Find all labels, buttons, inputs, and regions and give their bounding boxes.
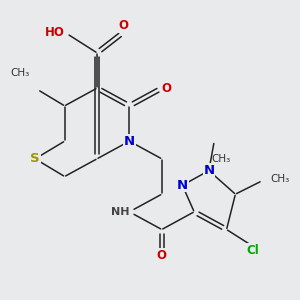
Text: S: S [30, 152, 40, 165]
Text: CH₃: CH₃ [11, 68, 30, 78]
Text: N: N [203, 164, 214, 177]
Text: HO: HO [45, 26, 64, 39]
Text: N: N [177, 179, 188, 192]
Text: NH: NH [111, 207, 129, 217]
Text: O: O [162, 82, 172, 95]
Text: Cl: Cl [246, 244, 259, 256]
Text: O: O [157, 249, 167, 262]
Text: O: O [118, 19, 128, 32]
Text: CH₃: CH₃ [211, 154, 230, 164]
Text: CH₃: CH₃ [270, 174, 289, 184]
Text: N: N [124, 135, 135, 148]
